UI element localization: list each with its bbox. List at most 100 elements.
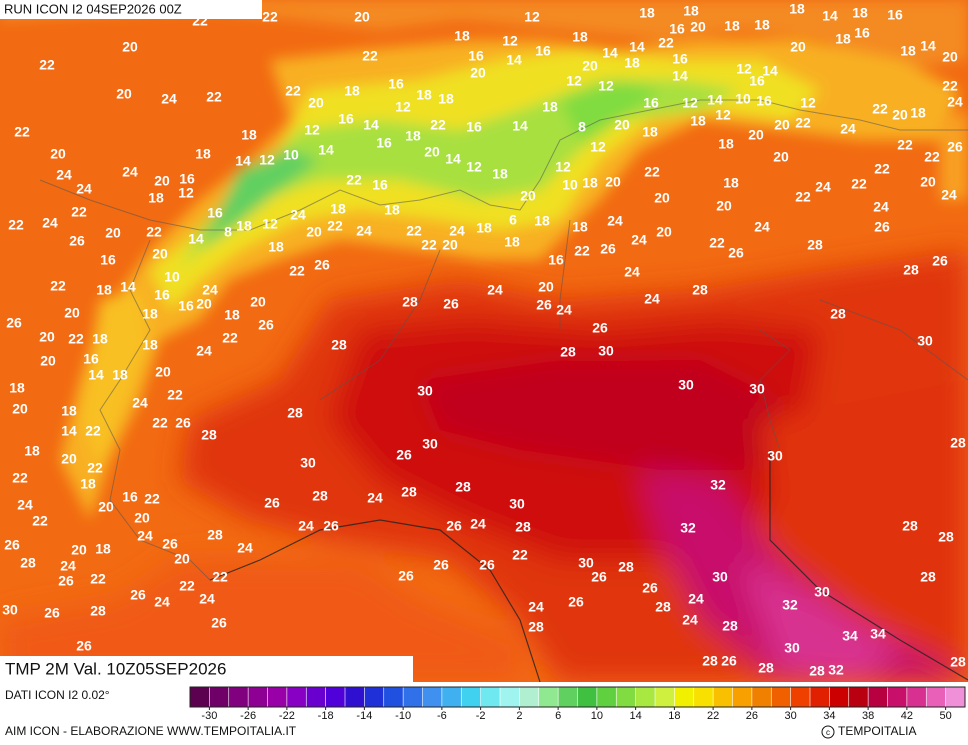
temperature-label: 14	[629, 39, 645, 55]
temperature-label: 28	[702, 653, 718, 669]
temperature-label: 22	[421, 237, 437, 253]
temperature-label: 24	[132, 395, 148, 411]
temperature-label: 30	[767, 448, 783, 464]
temperature-label: 30	[598, 343, 614, 359]
temperature-label: 28	[692, 282, 708, 298]
temperature-label: 24	[528, 599, 544, 615]
temperature-label: 20	[116, 86, 132, 102]
temperature-label: 26	[314, 257, 330, 273]
temperature-label: 30	[917, 333, 933, 349]
temperature-label: 28	[809, 663, 825, 679]
temperature-label: 14	[88, 367, 104, 383]
temperature-label: 20	[656, 224, 672, 240]
temperature-label: 18	[195, 146, 211, 162]
temperature-label: 8	[224, 224, 232, 240]
temperature-label: 24	[60, 558, 76, 574]
temperature-label: 26	[211, 615, 227, 631]
temperature-label: 26	[433, 557, 449, 573]
temperature-label: 12	[715, 107, 731, 123]
colorbar: -30 -26 -22 -18 -14 -10 -6 -2 2 6 10 14 18 22 26 30 34 38…	[189, 686, 966, 722]
colorbar-tick-label: 10	[591, 710, 603, 722]
temperature-label: 22	[85, 423, 101, 439]
temperature-label: 22	[144, 491, 160, 507]
temperature-label: 24	[840, 121, 856, 137]
temperature-label: 14	[235, 153, 251, 169]
temperature-label: 16	[672, 51, 688, 67]
temperature-label: 18	[142, 337, 158, 353]
temperature-label: 12	[178, 185, 194, 201]
temperature-label: 20	[538, 279, 554, 295]
temperature-label: 26	[396, 447, 412, 463]
temperature-label: 26	[264, 495, 280, 511]
temperature-label: 32	[782, 597, 798, 613]
temperature-label: 28	[401, 484, 417, 500]
temperature-label: 26	[175, 415, 191, 431]
temperature-label: 20	[790, 39, 806, 55]
temperature-label: 24	[17, 497, 33, 513]
colorbar-swatch	[305, 686, 327, 708]
temperature-label: 26	[728, 245, 744, 261]
temperature-label: 28	[807, 237, 823, 253]
temperature-label: 12	[259, 152, 275, 168]
temperature-label: 22	[346, 172, 362, 188]
temperature-label: 14	[188, 231, 204, 247]
temperature-label: 16	[643, 95, 659, 111]
colorbar-swatch	[480, 686, 501, 708]
temperature-label: 20	[424, 144, 440, 160]
temperature-label: 14	[822, 8, 838, 24]
temperature-label: 20	[748, 127, 764, 143]
temperature-label: 24	[631, 232, 647, 248]
colorbar-swatch	[538, 686, 559, 708]
temperature-label: 18	[582, 175, 598, 191]
temperature-label: 26	[536, 297, 552, 313]
temperature-label: 18	[724, 18, 740, 34]
temperature-label: 22	[574, 243, 590, 259]
temperature-label: 22	[179, 578, 195, 594]
temperature-label: 28	[528, 619, 544, 635]
temperature-label: 18	[236, 218, 252, 234]
temperature-label: 18	[683, 3, 699, 19]
temperature-label: 24	[624, 264, 640, 280]
temperature-label: 18	[61, 403, 77, 419]
temperature-label: 26	[162, 536, 178, 552]
temperature-label: 22	[90, 571, 106, 587]
temperature-label: 22	[167, 387, 183, 403]
temperature-label: 16	[83, 351, 99, 367]
temperature-label: 28	[758, 660, 774, 676]
temperature-label: 28	[312, 488, 328, 504]
temperature-label: 22	[68, 331, 84, 347]
temperature-label: 24	[815, 179, 831, 195]
temperature-label: 22	[32, 513, 48, 529]
colorbar-tick-label: 26	[746, 710, 758, 722]
temperature-label: 20	[50, 146, 66, 162]
colorbar-tick-label: 42	[901, 710, 913, 722]
temperature-label: 16	[154, 287, 170, 303]
temperature-label: 18	[690, 113, 706, 129]
colorbar-swatch	[867, 686, 889, 708]
temperature-label: 26	[592, 320, 608, 336]
colorbar-tick-label: -10	[395, 710, 411, 722]
colorbar-swatch	[848, 686, 869, 708]
temperature-label: 14	[920, 38, 936, 54]
run-label: RUN ICON I2 04SEP2026 00Z	[4, 1, 182, 16]
temperature-label: 18	[268, 239, 284, 255]
colorbar-swatch	[325, 686, 346, 708]
colorbar-tick-label: 22	[707, 710, 719, 722]
temperature-label: 26	[721, 653, 737, 669]
temperature-label: 26	[568, 594, 584, 610]
temperature-label: 18	[9, 380, 25, 396]
temperature-label: 18	[96, 282, 112, 298]
colorbar-swatch	[693, 686, 714, 708]
temperature-label: 12	[502, 33, 518, 49]
temperature-label: 34	[870, 626, 886, 642]
temperature-label: 18	[572, 29, 588, 45]
temperature-label: 16	[372, 177, 388, 193]
temperature-label: 22	[795, 189, 811, 205]
temperature-label: 22	[12, 470, 28, 486]
temperature-label: 12	[524, 9, 540, 25]
temperature-label: 20	[64, 305, 80, 321]
colorbar-swatch	[286, 686, 307, 708]
colorbar-swatch	[596, 686, 617, 708]
colorbar-swatch	[770, 686, 792, 708]
colorbar-swatch	[499, 686, 520, 708]
